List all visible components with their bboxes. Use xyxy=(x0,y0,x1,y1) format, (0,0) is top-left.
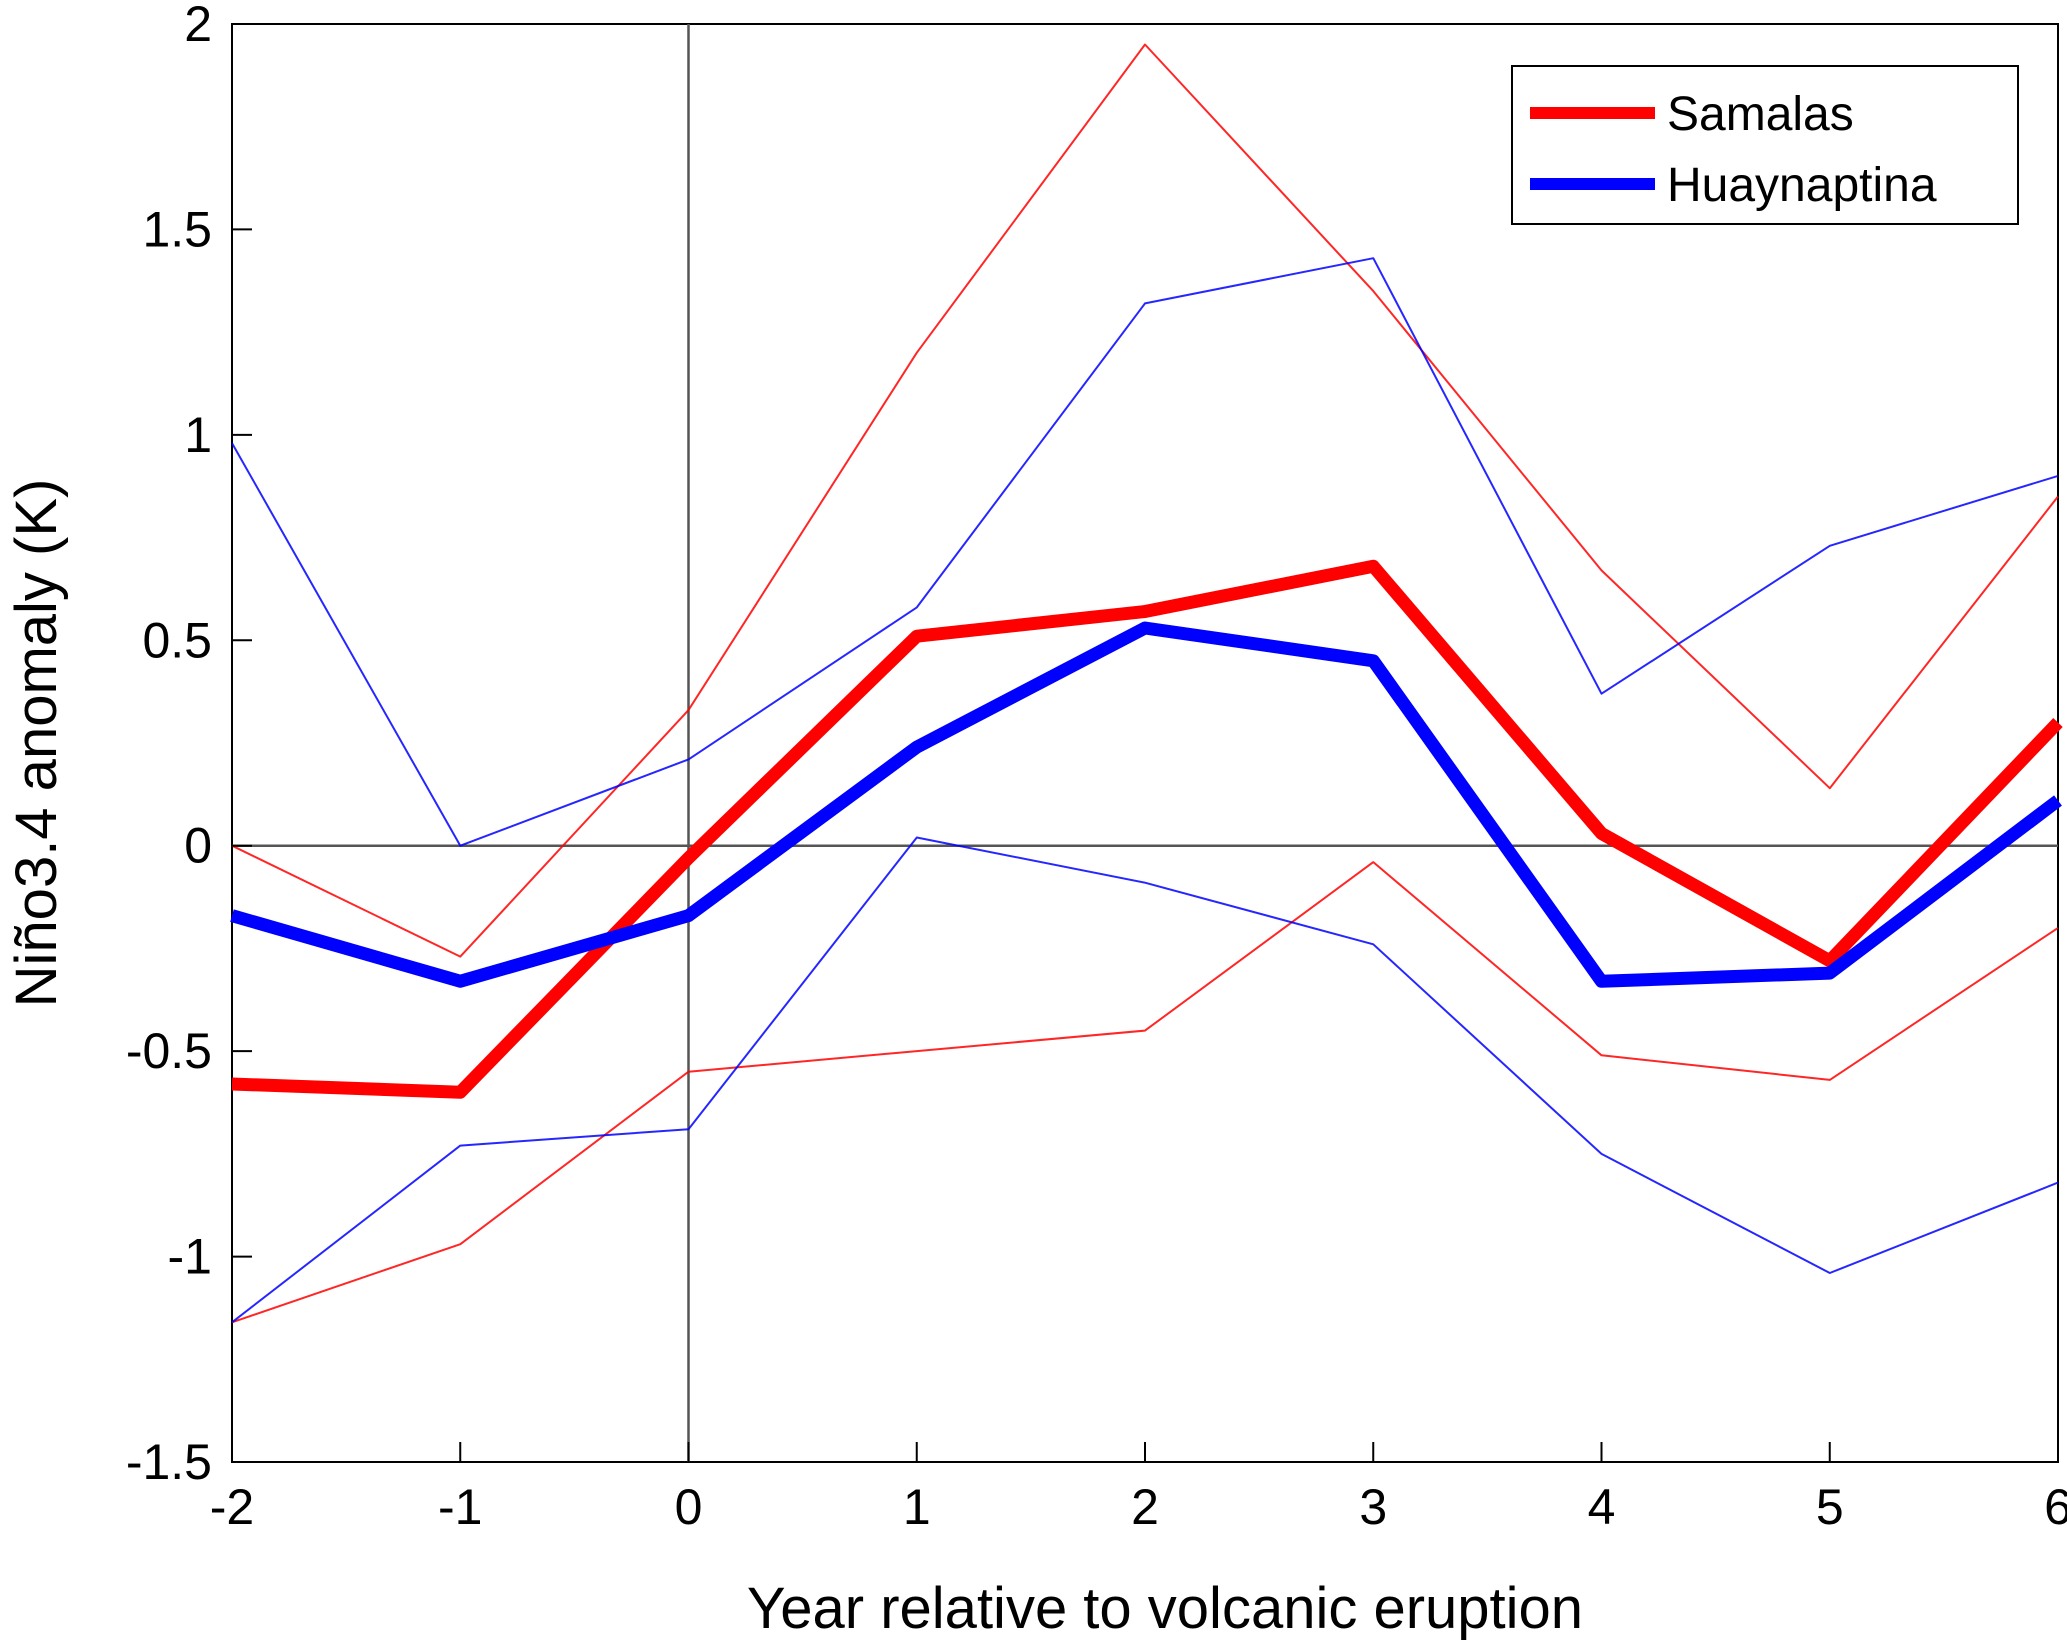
y-tick-label: -1.5 xyxy=(126,1434,212,1490)
series-line-samalas-upper xyxy=(231,43,2059,958)
y-tick-label: 0.5 xyxy=(142,612,212,668)
series-line-huaynaptina-upper xyxy=(231,257,2059,847)
mean-series xyxy=(230,559,2063,1099)
x-tick-label: 1 xyxy=(903,1479,931,1535)
series-line-huaynaptina-lower xyxy=(231,836,2059,1324)
x-tick-label: -2 xyxy=(210,1479,254,1535)
x-tick-label: 4 xyxy=(1588,1479,1616,1535)
y-axis: -1.5 -1 -0.5 0 0.5 1 1.5 2 xyxy=(126,0,252,1490)
y-tick-label: 0 xyxy=(184,818,212,874)
y-tick-label: 1 xyxy=(184,407,212,463)
series-line-samalas xyxy=(231,559,2063,1099)
x-tick-label: 6 xyxy=(2044,1479,2067,1535)
series-line-samalas-lower xyxy=(231,861,2059,1324)
x-axis-title: Year relative to volcanic eruption xyxy=(747,1576,1583,1641)
legend-box xyxy=(1511,65,2019,225)
x-tick-label: -1 xyxy=(438,1479,482,1535)
legend-label-samalas: Samalas xyxy=(1667,88,1854,141)
y-axis-title: Niño3.4 anomaly (K) xyxy=(4,479,69,1008)
y-tick-label: -1 xyxy=(168,1229,212,1285)
y-tick-label: -0.5 xyxy=(126,1023,212,1079)
x-axis: -2 -1 0 1 2 3 4 5 6 xyxy=(210,1442,2067,1535)
y-tick-label: 1.5 xyxy=(142,201,212,257)
x-tick-label: 5 xyxy=(1816,1479,1844,1535)
legend-label-huaynaptina: Huaynaptina xyxy=(1667,159,1937,212)
legend: Samalas Huaynaptina xyxy=(1511,65,2019,225)
x-tick-label: 2 xyxy=(1131,1479,1159,1535)
x-tick-label: 0 xyxy=(675,1479,703,1535)
y-tick-label: 2 xyxy=(184,0,212,52)
uncertainty-bounds xyxy=(231,43,2059,1324)
series-line-huaynaptina xyxy=(230,621,2062,988)
x-tick-label: 3 xyxy=(1359,1479,1387,1535)
plot-area xyxy=(230,23,2063,1463)
